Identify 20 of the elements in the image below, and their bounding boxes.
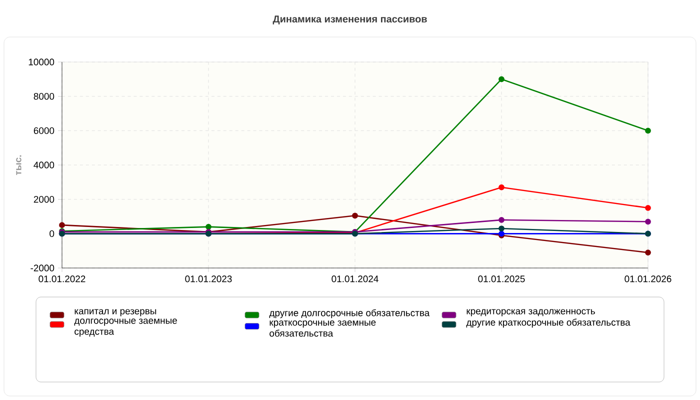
y-tick-label: 8000 bbox=[34, 92, 54, 100]
x-tick-label: 01.01.2026 bbox=[624, 276, 672, 282]
legend-label: капитал и резервы bbox=[74, 309, 156, 316]
x-tick-label: 01.01.2025 bbox=[478, 276, 525, 282]
legend-label: кредиторская задолженность bbox=[466, 309, 595, 316]
y-tick-label: 10000 bbox=[28, 58, 54, 66]
legend-label: другие долгосрочные обязательства bbox=[269, 309, 430, 318]
x-tick-label: 01.01.2022 bbox=[38, 276, 86, 282]
y-tick-label: -2000 bbox=[30, 264, 54, 272]
x-tick-label: 01.01.2023 bbox=[185, 276, 232, 282]
y-tick-label: 0 bbox=[50, 230, 54, 238]
y-tick-label: 6000 bbox=[34, 127, 54, 134]
chart-title: Динамика изменения пассивов bbox=[272, 16, 427, 24]
legend-label: краткосрочные заемные обязательства bbox=[270, 320, 376, 337]
y-tick-label: 4000 bbox=[34, 162, 54, 168]
legend-label: долгосрочные заемные средства bbox=[74, 318, 177, 337]
x-tick-label: 01.01.2024 bbox=[332, 276, 378, 282]
y-tick-label: 2000 bbox=[34, 196, 54, 203]
legend-label: другие краткосрочные обязательства bbox=[466, 318, 630, 328]
y-axis-title: тыс. bbox=[16, 155, 22, 176]
